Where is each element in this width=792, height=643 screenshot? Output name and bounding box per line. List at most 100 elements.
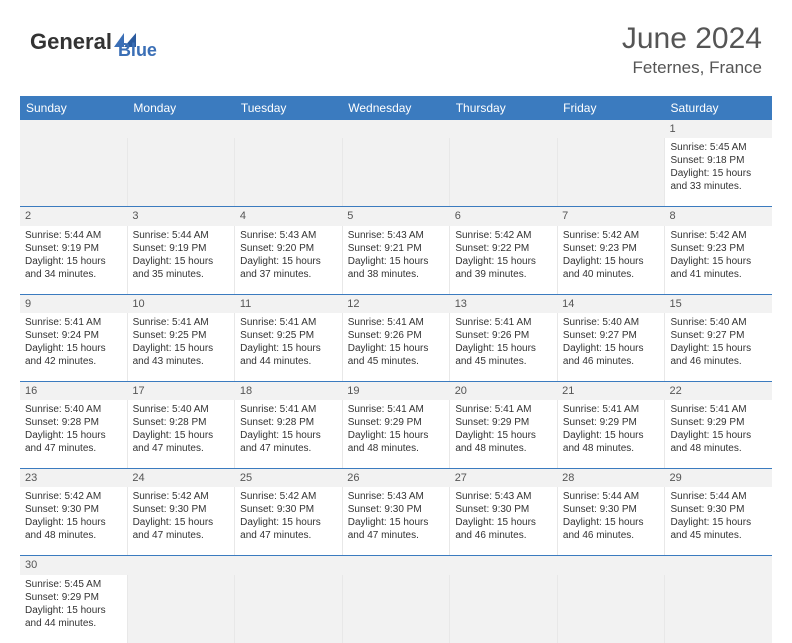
weeks-container: 1 Sunrise: 5:45 AMSunset: 9:18 PMDaylight…: [20, 120, 772, 643]
day-header-thu: Thursday: [450, 96, 557, 120]
day-cell: Sunrise: 5:41 AMSunset: 9:29 PMDaylight:…: [450, 400, 558, 468]
sunrise-text: Sunrise: 5:43 AM: [240, 229, 337, 242]
daylight-text: Daylight: 15 hours and 47 minutes.: [240, 429, 337, 455]
daylight-text: Daylight: 15 hours and 47 minutes.: [133, 429, 230, 455]
week-detail-row: Sunrise: 5:45 AMSunset: 9:18 PMDaylight:…: [20, 138, 772, 207]
sunrise-text: Sunrise: 5:43 AM: [348, 229, 445, 242]
day-number-cell: 18: [235, 382, 342, 400]
day-cell: Sunrise: 5:44 AMSunset: 9:30 PMDaylight:…: [558, 487, 666, 555]
day-number-cell: 10: [127, 295, 234, 313]
day-number: 11: [240, 298, 251, 310]
day-number: 12: [347, 298, 359, 310]
daylight-text: Daylight: 15 hours and 44 minutes.: [240, 342, 337, 368]
day-number-cell: [342, 120, 449, 138]
day-number: 17: [132, 385, 144, 397]
day-cell: Sunrise: 5:42 AMSunset: 9:22 PMDaylight:…: [450, 226, 558, 294]
sunrise-text: Sunrise: 5:44 AM: [133, 229, 230, 242]
day-number: 10: [132, 298, 144, 310]
day-cell: [450, 575, 558, 643]
day-cell: Sunrise: 5:41 AMSunset: 9:29 PMDaylight:…: [343, 400, 451, 468]
month-title: June 2024: [622, 22, 762, 56]
sunset-text: Sunset: 9:23 PM: [563, 242, 660, 255]
day-number-cell: 25: [235, 469, 342, 487]
day-number: 3: [132, 210, 138, 222]
sunrise-text: Sunrise: 5:41 AM: [455, 403, 552, 416]
sunrise-text: Sunrise: 5:42 AM: [25, 490, 122, 503]
daylight-text: Daylight: 15 hours and 45 minutes.: [348, 342, 445, 368]
day-number-cell: [235, 556, 342, 574]
sunrise-text: Sunrise: 5:42 AM: [670, 229, 767, 242]
sunrise-text: Sunrise: 5:44 AM: [670, 490, 767, 503]
daylight-text: Daylight: 15 hours and 48 minutes.: [348, 429, 445, 455]
day-cell: [665, 575, 772, 643]
day-number: 19: [347, 385, 359, 397]
day-cell: Sunrise: 5:45 AMSunset: 9:18 PMDaylight:…: [665, 138, 772, 206]
day-number-cell: 2: [20, 207, 127, 225]
day-number: 18: [240, 385, 252, 397]
day-number: 1: [670, 123, 676, 135]
week-detail-row: Sunrise: 5:45 AMSunset: 9:29 PMDaylight:…: [20, 575, 772, 643]
sunrise-text: Sunrise: 5:40 AM: [133, 403, 230, 416]
daylight-text: Daylight: 15 hours and 48 minutes.: [25, 516, 122, 542]
day-number: 15: [670, 298, 682, 310]
day-number: 21: [562, 385, 574, 397]
day-number: 13: [455, 298, 467, 310]
day-number-cell: [450, 120, 557, 138]
sunset-text: Sunset: 9:20 PM: [240, 242, 337, 255]
sunrise-text: Sunrise: 5:42 AM: [133, 490, 230, 503]
day-cell: [558, 575, 666, 643]
daylight-text: Daylight: 15 hours and 47 minutes.: [348, 516, 445, 542]
week-detail-row: Sunrise: 5:40 AMSunset: 9:28 PMDaylight:…: [20, 400, 772, 469]
day-number-row: 23242526272829: [20, 469, 772, 487]
day-cell: [558, 138, 666, 206]
daylight-text: Daylight: 15 hours and 35 minutes.: [133, 255, 230, 281]
daylight-text: Daylight: 15 hours and 46 minutes.: [563, 342, 660, 368]
day-number-cell: 7: [557, 207, 664, 225]
sunset-text: Sunset: 9:29 PM: [670, 416, 767, 429]
day-number-cell: 23: [20, 469, 127, 487]
sunrise-text: Sunrise: 5:42 AM: [240, 490, 337, 503]
day-cell: Sunrise: 5:42 AMSunset: 9:23 PMDaylight:…: [665, 226, 772, 294]
sunrise-text: Sunrise: 5:43 AM: [348, 490, 445, 503]
daylight-text: Daylight: 15 hours and 37 minutes.: [240, 255, 337, 281]
day-number: 26: [347, 472, 359, 484]
daylight-text: Daylight: 15 hours and 48 minutes.: [563, 429, 660, 455]
day-number-cell: 12: [342, 295, 449, 313]
day-cell: Sunrise: 5:43 AMSunset: 9:30 PMDaylight:…: [343, 487, 451, 555]
sunset-text: Sunset: 9:29 PM: [348, 416, 445, 429]
day-number: 29: [670, 472, 682, 484]
day-number: 9: [25, 298, 31, 310]
day-cell: Sunrise: 5:40 AMSunset: 9:28 PMDaylight:…: [128, 400, 236, 468]
day-cell: Sunrise: 5:44 AMSunset: 9:19 PMDaylight:…: [20, 226, 128, 294]
sunrise-text: Sunrise: 5:44 AM: [563, 490, 660, 503]
daylight-text: Daylight: 15 hours and 33 minutes.: [670, 167, 767, 193]
day-header-sun: Sunday: [20, 96, 127, 120]
day-number-cell: 22: [665, 382, 772, 400]
day-cell: Sunrise: 5:42 AMSunset: 9:30 PMDaylight:…: [20, 487, 128, 555]
sunset-text: Sunset: 9:21 PM: [348, 242, 445, 255]
daylight-text: Daylight: 15 hours and 47 minutes.: [133, 516, 230, 542]
day-number: 16: [25, 385, 37, 397]
day-cell: Sunrise: 5:43 AMSunset: 9:20 PMDaylight:…: [235, 226, 343, 294]
day-number: 22: [670, 385, 682, 397]
day-number-cell: [127, 556, 234, 574]
day-number-cell: [557, 120, 664, 138]
day-number-row: 9101112131415: [20, 295, 772, 313]
sunrise-text: Sunrise: 5:41 AM: [563, 403, 660, 416]
sunset-text: Sunset: 9:29 PM: [455, 416, 552, 429]
day-cell: [128, 575, 236, 643]
sunrise-text: Sunrise: 5:41 AM: [348, 403, 445, 416]
sunrise-text: Sunrise: 5:41 AM: [25, 316, 122, 329]
day-number-cell: 13: [450, 295, 557, 313]
day-cell: Sunrise: 5:41 AMSunset: 9:29 PMDaylight:…: [665, 400, 772, 468]
title-block: June 2024 Feternes, France: [622, 22, 762, 78]
day-number: 7: [562, 210, 568, 222]
day-number: 20: [455, 385, 467, 397]
sunrise-text: Sunrise: 5:41 AM: [455, 316, 552, 329]
day-number-cell: 16: [20, 382, 127, 400]
day-number: 4: [240, 210, 246, 222]
day-cell: Sunrise: 5:41 AMSunset: 9:26 PMDaylight:…: [450, 313, 558, 381]
day-number: 25: [240, 472, 252, 484]
sunset-text: Sunset: 9:28 PM: [133, 416, 230, 429]
sunset-text: Sunset: 9:19 PM: [133, 242, 230, 255]
